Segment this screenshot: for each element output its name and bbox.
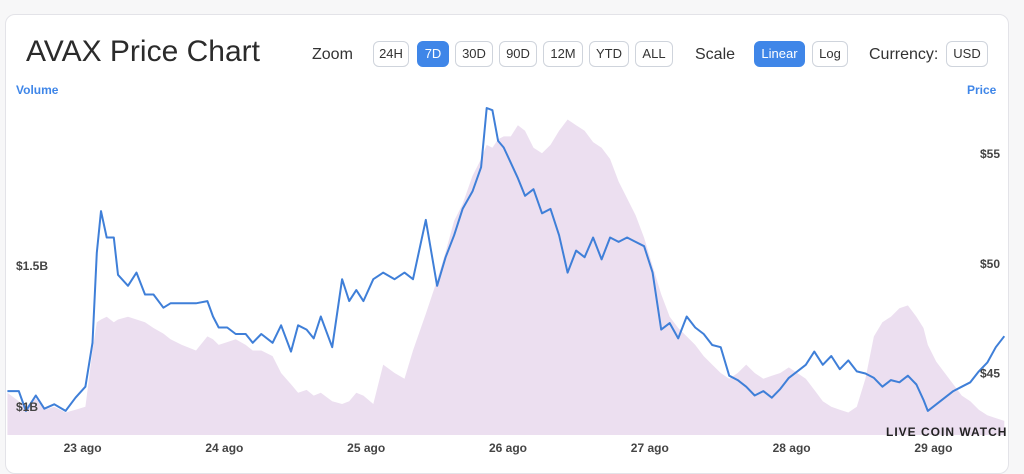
price-tick-label: $55 <box>980 147 1000 161</box>
zoom-24h-button[interactable]: 24H <box>373 41 409 67</box>
volume-area <box>7 119 1005 435</box>
chart-title: AVAX Price Chart <box>26 35 260 68</box>
price-tick-label: $45 <box>980 367 1000 381</box>
date-tick-label: 26 ago <box>489 441 527 455</box>
date-tick-label: 29 ago <box>914 441 952 455</box>
date-tick-label: 23 ago <box>64 441 102 455</box>
zoom-90d-button[interactable]: 90D <box>499 41 537 67</box>
date-tick-label: 28 ago <box>773 441 811 455</box>
currency-select[interactable]: USD <box>946 41 988 67</box>
livecoinwatch-watermark: LIVE COIN WATCH <box>886 425 1008 439</box>
scale-log-button[interactable]: Log <box>812 41 848 67</box>
price-chart-card: AVAX Price Chart Zoom 24H 7D 30D 90D 12M… <box>5 14 1009 474</box>
zoom-all-button[interactable]: ALL <box>635 41 673 67</box>
price-tick-label: $50 <box>980 257 1000 271</box>
zoom-12m-button[interactable]: 12M <box>543 41 583 67</box>
date-tick-label: 27 ago <box>631 441 669 455</box>
zoom-label: Zoom <box>312 46 353 63</box>
currency-label: Currency: <box>869 46 939 63</box>
zoom-7d-button[interactable]: 7D <box>417 41 449 67</box>
volume-axis-title: Volume <box>16 83 59 97</box>
volume-tick-label: $1B <box>16 400 38 414</box>
price-chart[interactable]: $45 $50 $55 $1B $1.5B 23 ago 24 ago 25 ago 26 ag… <box>6 15 1009 474</box>
price-line <box>7 107 1006 412</box>
scale-label: Scale <box>695 46 736 63</box>
zoom-30d-button[interactable]: 30D <box>455 41 493 67</box>
price-axis-title: Price <box>967 83 997 97</box>
scale-linear-button[interactable]: Linear <box>754 41 805 67</box>
zoom-ytd-button[interactable]: YTD <box>589 41 629 67</box>
date-tick-label: 25 ago <box>347 441 385 455</box>
volume-tick-label: $1.5B <box>16 259 48 273</box>
date-tick-label: 24 ago <box>205 441 243 455</box>
